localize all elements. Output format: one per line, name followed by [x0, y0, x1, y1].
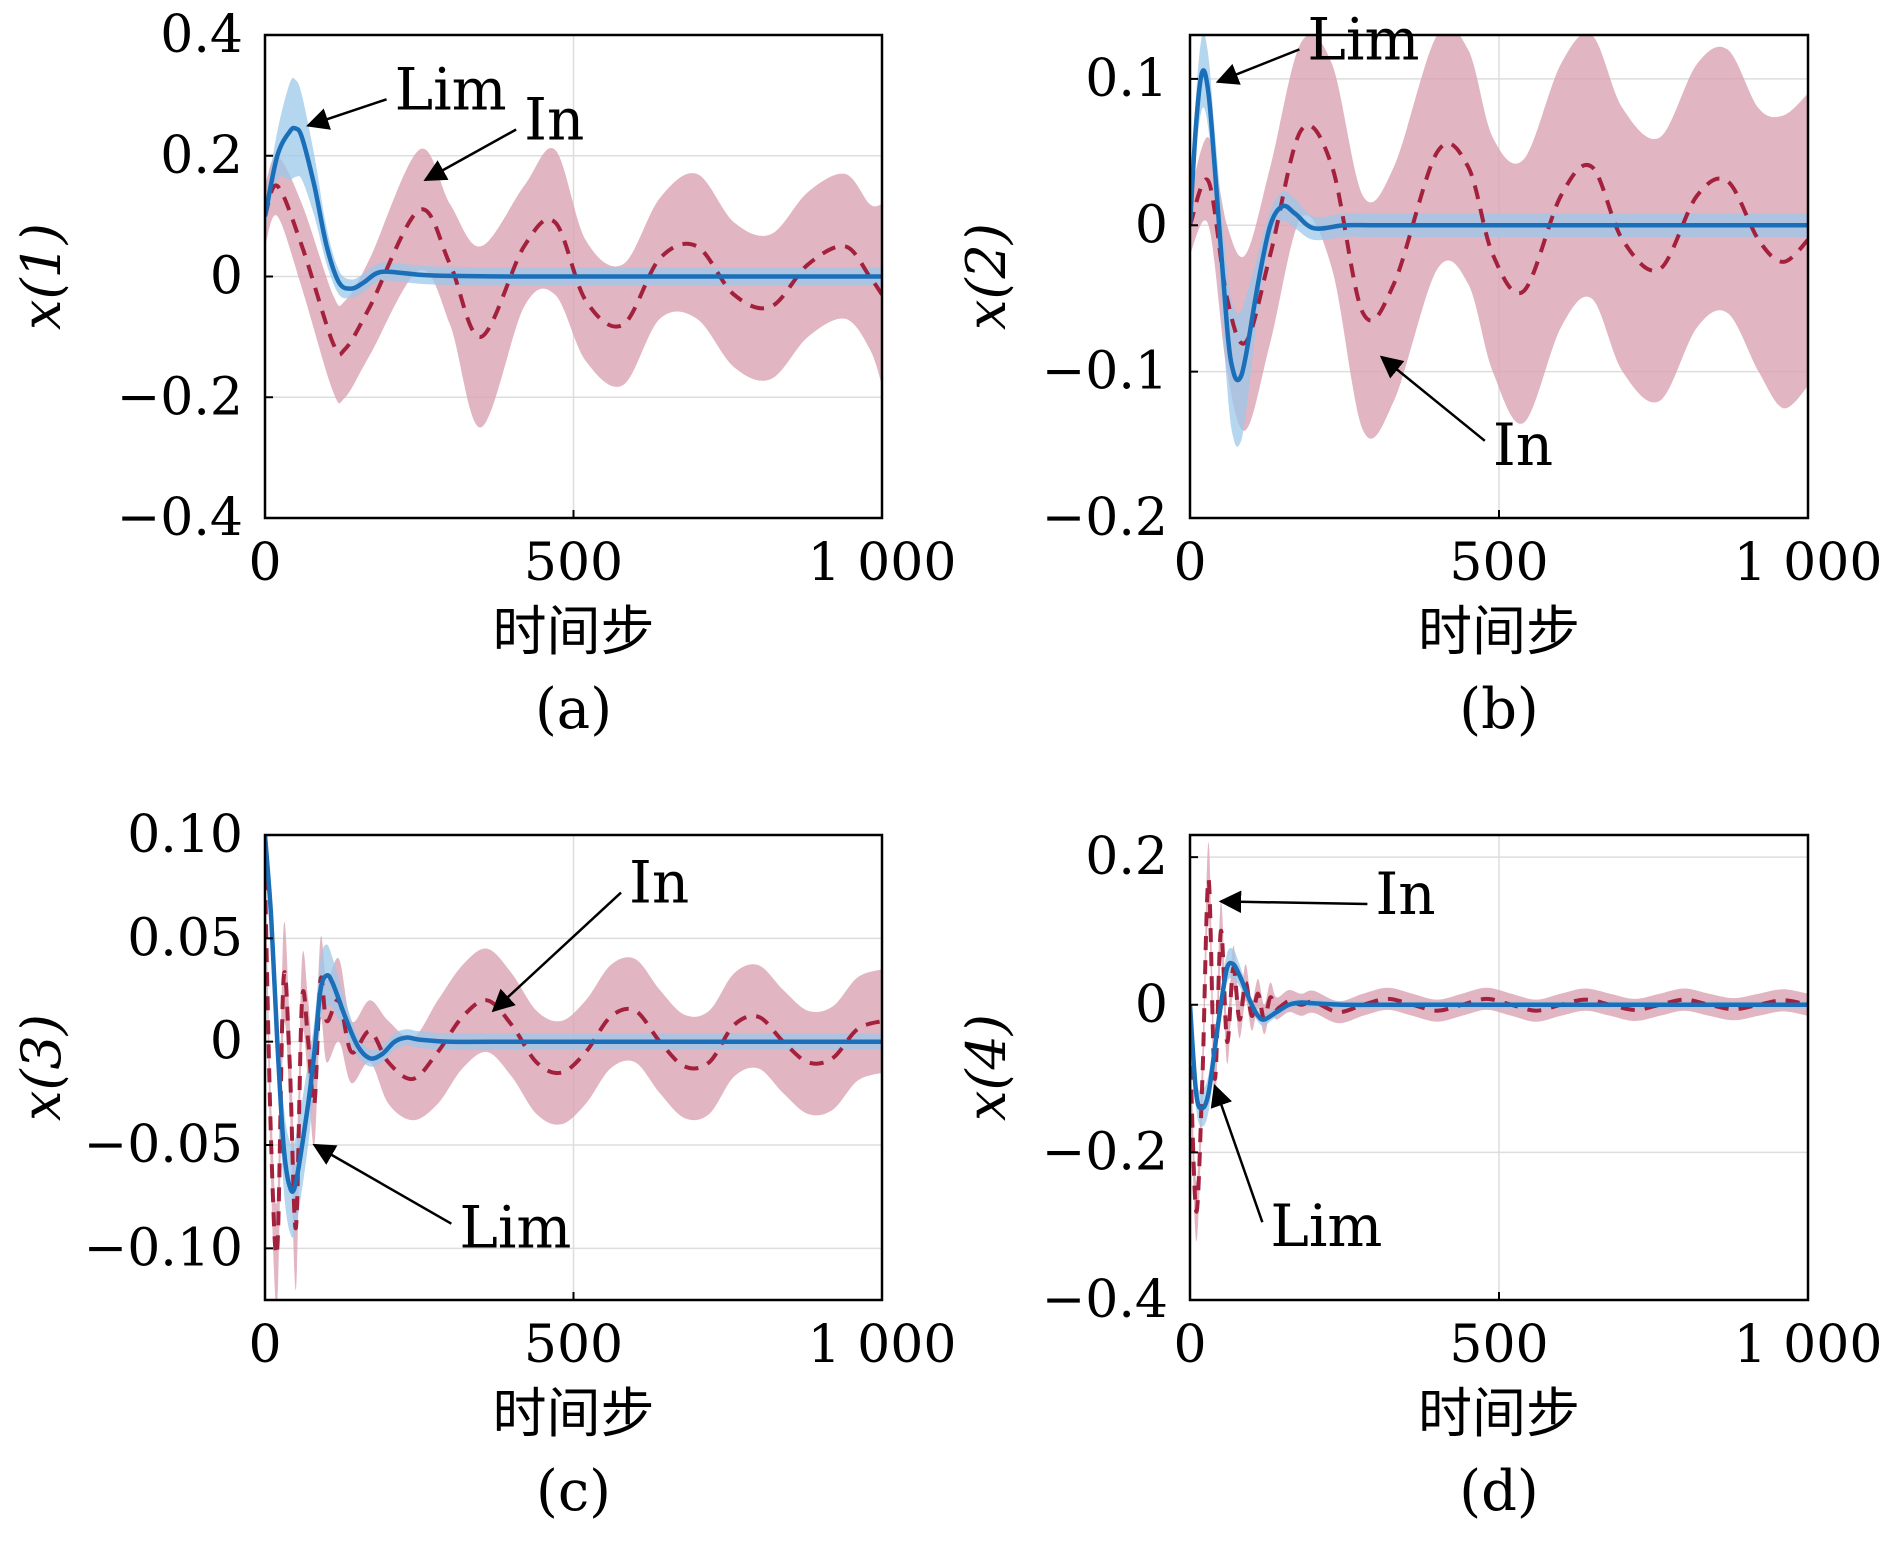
annotation-arrow: [491, 891, 622, 1013]
lim-series-line: [265, 835, 882, 1194]
annotation-lim: Lim: [1307, 5, 1419, 73]
x-axis-label: 时间步: [1418, 1382, 1580, 1445]
x-tick-label: 500: [524, 533, 623, 593]
x-tick-label: 500: [1449, 533, 1548, 593]
lim-confidence-band: [265, 835, 882, 1238]
x-tick-label: 1 000: [1734, 533, 1883, 593]
x-tick-label: 1 000: [808, 1315, 957, 1375]
y-tick-label: −0.2: [117, 367, 243, 427]
y-tick-label: 0: [210, 1012, 243, 1072]
y-axis-label: x(1): [10, 223, 73, 330]
lim-series-line: [1190, 68, 1808, 383]
plot-area: [1190, 35, 1808, 447]
y-tick-label: 0.10: [127, 805, 243, 865]
panel-caption: (d): [1459, 1459, 1539, 1524]
y-axis-label: x(4): [955, 1014, 1018, 1121]
y-tick-label: −0.10: [84, 1218, 243, 1278]
annotation-arrow: [1218, 890, 1368, 914]
annotation-arrow: [306, 98, 387, 130]
y-tick-label: 0.2: [1085, 827, 1168, 887]
x-axis-label: 时间步: [493, 600, 655, 663]
x-tick-label: 0: [248, 1315, 281, 1375]
panel-c: 0 500 1 000 −0.10 −0.05 0 0.05 0.10 x(3) 时间步 (c) In…: [10, 805, 956, 1524]
annotation-arrow: [1210, 1083, 1264, 1223]
annotation-in: In: [1375, 860, 1435, 928]
x-tick-label: 500: [1449, 1315, 1548, 1375]
x-axis-label: 时间步: [1418, 600, 1580, 663]
y-tick-label: −0.05: [84, 1115, 243, 1175]
annotation-in: In: [524, 86, 584, 154]
in-series-line: [265, 183, 882, 357]
annotation-in: In: [1493, 411, 1553, 479]
x-tick-label: 0: [1173, 1315, 1206, 1375]
panel-caption: (b): [1459, 677, 1539, 742]
x-tick-label: 1 000: [1734, 1315, 1883, 1375]
x-axis-label: 时间步: [493, 1382, 655, 1445]
annotation-arrow: [312, 1143, 452, 1225]
y-tick-label: 0.1: [1085, 49, 1168, 109]
annotation-in: In: [629, 849, 689, 917]
plot-area: [265, 77, 882, 428]
annotation-lim: Lim: [1270, 1192, 1382, 1260]
x-tick-label: 500: [524, 1315, 623, 1375]
panel-caption: (a): [535, 677, 612, 742]
y-tick-label: 0.2: [160, 126, 243, 186]
y-tick-label: 0.4: [160, 5, 243, 65]
panel-caption: (c): [536, 1459, 611, 1524]
panel-b: 0 500 1 000 −0.2 −0.1 0 0.1 x(2) 时间步 (b) Lim In: [955, 5, 1882, 742]
x-tick-label: 0: [1173, 533, 1206, 593]
in-confidence-band: [265, 148, 882, 428]
y-tick-label: 0: [1135, 975, 1168, 1035]
annotation-lim: Lim: [459, 1194, 571, 1262]
plot-area: [265, 835, 882, 1300]
annotation-arrow: [1379, 355, 1486, 442]
y-axis-label: x(3): [10, 1014, 73, 1121]
y-tick-label: −0.1: [1042, 342, 1168, 402]
y-tick-label: −0.2: [1042, 488, 1168, 548]
annotation-lim: Lim: [395, 55, 507, 123]
x-tick-label: 1 000: [808, 533, 957, 593]
lim-series-line: [1190, 960, 1808, 1111]
y-tick-label: 0: [210, 247, 243, 307]
in-confidence-band: [265, 855, 882, 1300]
y-tick-label: −0.4: [117, 488, 243, 548]
annotation-arrow: [1215, 48, 1300, 85]
lim-series-line: [265, 125, 882, 291]
panel-a: 0 500 1 000 −0.4 −0.2 0 0.2 0.4 x(1) 时间步 (a) Lim In: [10, 5, 956, 742]
plot-area: [1190, 842, 1808, 1242]
annotation-arrow: [423, 128, 517, 181]
y-axis-label: x(2): [955, 223, 1018, 330]
y-tick-label: −0.2: [1042, 1122, 1168, 1182]
y-tick-label: −0.4: [1042, 1270, 1168, 1330]
in-series-line: [1190, 123, 1808, 346]
panel-d: 0 500 1 000 −0.4 −0.2 0 0.2 x(4) 时间步 (d) In Lim: [955, 827, 1882, 1524]
x-tick-label: 0: [248, 533, 281, 593]
y-tick-label: 0: [1135, 195, 1168, 255]
y-tick-label: 0.05: [127, 908, 243, 968]
